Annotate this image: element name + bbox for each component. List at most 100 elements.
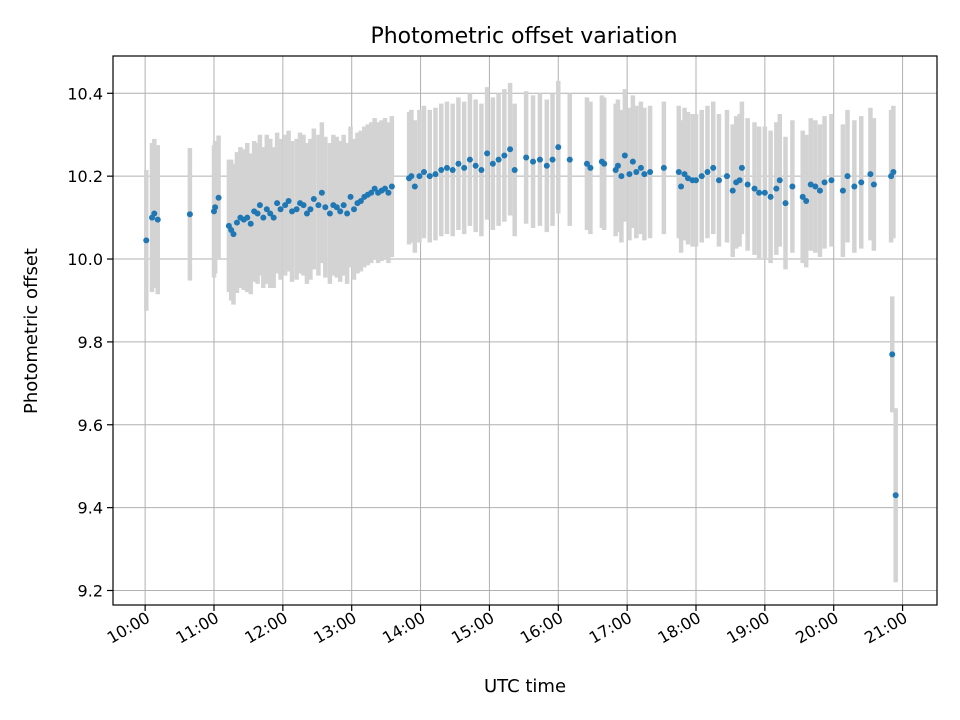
data-point bbox=[678, 183, 685, 190]
data-point bbox=[411, 183, 418, 190]
data-point bbox=[333, 204, 340, 211]
x-tick-label: 18:00 bbox=[655, 608, 704, 648]
x-tick-label: 19:00 bbox=[723, 608, 772, 648]
x-tick-label: 13:00 bbox=[310, 608, 359, 648]
data-point bbox=[773, 185, 780, 192]
data-point bbox=[751, 185, 758, 192]
data-point bbox=[233, 219, 240, 226]
data-point bbox=[466, 156, 473, 163]
data-point bbox=[310, 195, 317, 202]
data-point bbox=[501, 152, 508, 159]
data-point bbox=[756, 189, 763, 196]
x-tick-label: 17:00 bbox=[586, 608, 635, 648]
data-point bbox=[340, 202, 347, 209]
data-point bbox=[300, 202, 307, 209]
data-point bbox=[692, 177, 699, 184]
data-point bbox=[889, 351, 896, 358]
data-point bbox=[839, 187, 846, 194]
data-point bbox=[215, 194, 222, 201]
y-tick-label: 10.2 bbox=[67, 167, 103, 186]
data-point bbox=[461, 164, 468, 171]
x-tick-label: 20:00 bbox=[792, 608, 841, 648]
data-point bbox=[263, 206, 270, 213]
y-tick-label: 9.6 bbox=[78, 416, 103, 435]
data-point bbox=[776, 177, 783, 184]
data-point bbox=[626, 171, 633, 178]
data-point bbox=[351, 206, 358, 213]
data-point bbox=[723, 173, 730, 180]
data-point bbox=[660, 164, 667, 171]
data-point bbox=[807, 181, 814, 188]
y-axis-ticks: 9.2 9.4 9.6 9.8 10.0 10.2 10.4 bbox=[67, 84, 113, 600]
plot-frame bbox=[112, 55, 938, 606]
data-point bbox=[274, 200, 281, 207]
data-point bbox=[799, 193, 806, 200]
data-point bbox=[684, 175, 691, 182]
data-point bbox=[511, 166, 518, 173]
data-point bbox=[647, 169, 654, 176]
data-point bbox=[484, 150, 491, 157]
data-point bbox=[186, 211, 193, 218]
data-point bbox=[385, 189, 392, 196]
data-point bbox=[675, 169, 682, 176]
x-tick-label: 15:00 bbox=[448, 608, 497, 648]
data-point bbox=[633, 169, 640, 176]
data-point bbox=[438, 166, 445, 173]
data-point bbox=[230, 231, 237, 238]
data-point bbox=[710, 164, 717, 171]
data-point bbox=[614, 162, 621, 169]
data-point bbox=[432, 171, 439, 178]
data-point bbox=[282, 202, 289, 209]
data-point bbox=[289, 208, 296, 215]
data-point bbox=[478, 166, 485, 173]
data-point bbox=[566, 156, 573, 163]
data-point bbox=[767, 193, 774, 200]
data-point bbox=[495, 156, 502, 163]
data-point bbox=[357, 198, 364, 205]
data-point bbox=[555, 144, 562, 151]
y-axis-label: Photometric offset bbox=[21, 248, 42, 414]
data-point bbox=[368, 189, 375, 196]
error-bars bbox=[144, 80, 898, 583]
data-point bbox=[151, 210, 158, 217]
data-point bbox=[844, 173, 851, 180]
data-point bbox=[421, 169, 428, 176]
data-point bbox=[455, 160, 462, 167]
data-point bbox=[803, 198, 810, 205]
y-tick-label: 9.8 bbox=[78, 333, 103, 352]
data-point bbox=[828, 177, 835, 184]
x-tick-label: 21:00 bbox=[861, 608, 910, 648]
data-point bbox=[408, 173, 415, 180]
data-point bbox=[285, 198, 292, 205]
data-point bbox=[530, 158, 537, 165]
data-point bbox=[816, 187, 823, 194]
data-point bbox=[443, 164, 450, 171]
x-tick-label: 12:00 bbox=[241, 608, 290, 648]
data-point bbox=[812, 183, 819, 190]
data-point bbox=[344, 210, 351, 217]
data-point bbox=[851, 183, 858, 190]
x-tick-label: 16:00 bbox=[517, 608, 566, 648]
x-tick-label: 11:00 bbox=[173, 608, 222, 648]
data-point bbox=[212, 204, 219, 211]
data-point bbox=[892, 492, 899, 499]
data-point bbox=[729, 187, 736, 194]
y-tick-label: 10.0 bbox=[67, 250, 103, 269]
data-point bbox=[536, 156, 543, 163]
data-point bbox=[738, 164, 745, 171]
data-point bbox=[587, 164, 594, 171]
data-point bbox=[472, 162, 479, 169]
data-point bbox=[736, 177, 743, 184]
data-point bbox=[381, 185, 388, 192]
data-point bbox=[416, 173, 423, 180]
data-point bbox=[618, 173, 625, 180]
data-point bbox=[698, 173, 705, 180]
x-axis-ticks: 10:00 11:00 12:00 13:00 14:00 15:00 16:00 17:00… bbox=[104, 605, 911, 648]
data-point bbox=[388, 183, 395, 190]
data-point bbox=[270, 214, 277, 221]
data-point bbox=[303, 210, 310, 217]
data-point bbox=[315, 202, 322, 209]
data-point bbox=[307, 206, 314, 213]
data-point bbox=[347, 193, 354, 200]
